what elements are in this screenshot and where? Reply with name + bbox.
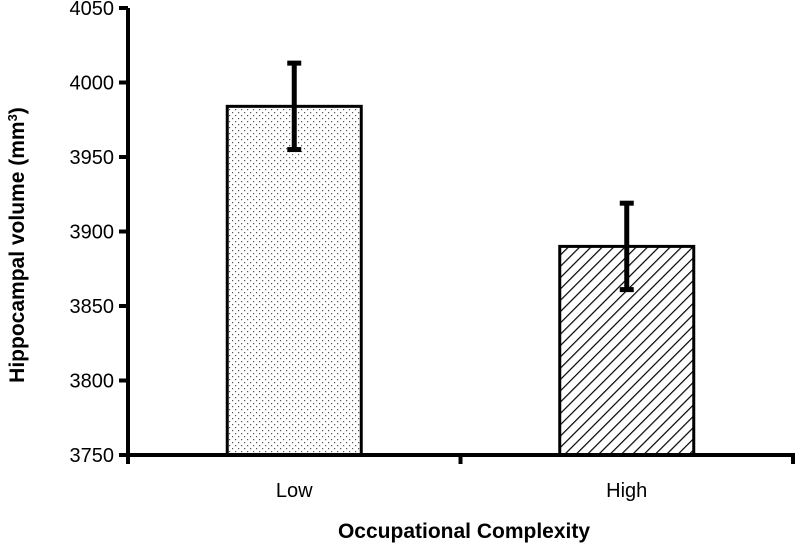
axes-group bbox=[119, 6, 795, 464]
y-tick-label-3950: 3950 bbox=[70, 147, 115, 169]
y-tick-label-3750: 3750 bbox=[70, 445, 115, 467]
bar-low bbox=[225, 104, 363, 457]
y-axis-title-main: Hippocampal volume (mm bbox=[6, 121, 29, 382]
bars-group bbox=[225, 104, 696, 457]
y-axis-title: Hippocampal volume (mm3) bbox=[5, 107, 30, 383]
x-tick-label-high: High bbox=[606, 480, 647, 502]
y-tick-label-3900: 3900 bbox=[70, 222, 115, 244]
tick-labels-group: Low High 3750 3800 3850 3900 3950 4000 4050 bbox=[70, 0, 648, 502]
x-axis-title: Occupational Complexity bbox=[338, 520, 590, 543]
y-axis-title-suffix: ) bbox=[6, 107, 29, 114]
y-tick-label-4050: 4050 bbox=[70, 0, 115, 20]
error-bars-group bbox=[287, 60, 634, 293]
y-tick-label-4000: 4000 bbox=[70, 73, 115, 95]
y-tick-label-3800: 3800 bbox=[70, 371, 115, 393]
y-tick-label-3850: 3850 bbox=[70, 296, 115, 318]
y-axis-title-superscript: 3 bbox=[5, 114, 20, 121]
x-tick-label-low: Low bbox=[276, 480, 313, 502]
